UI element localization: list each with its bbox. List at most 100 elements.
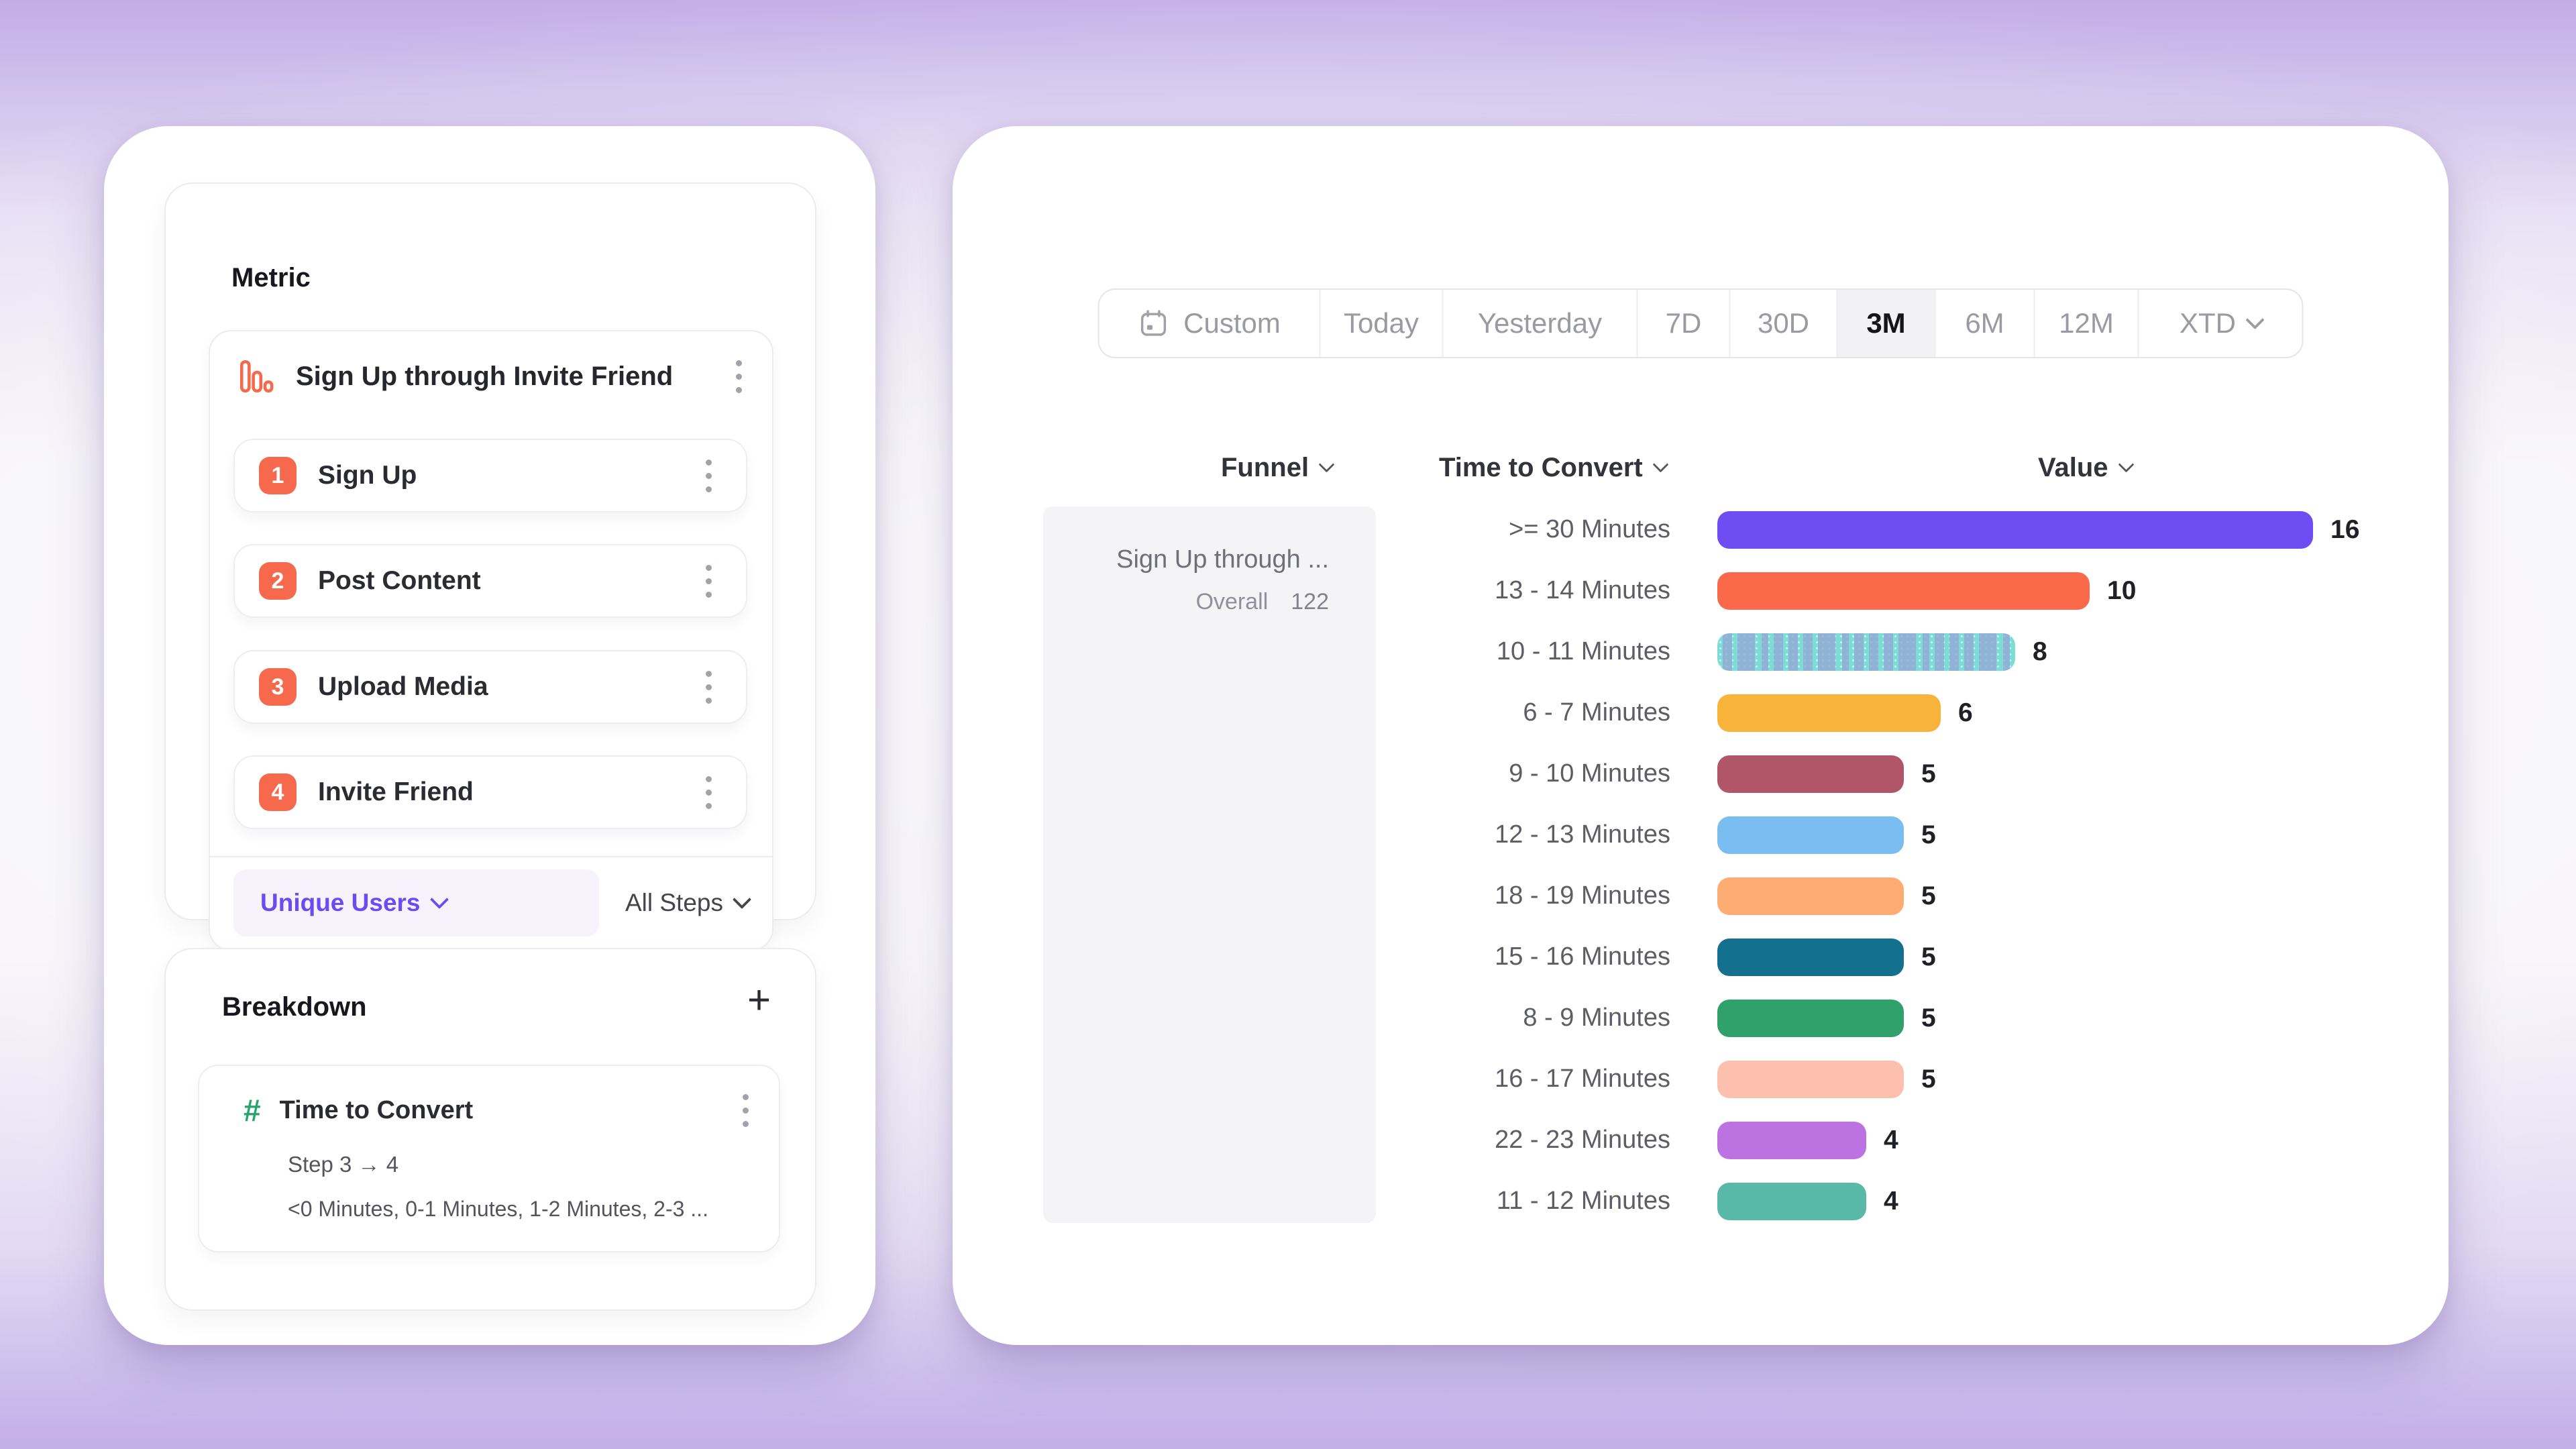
column-header-funnel[interactable]: Funnel (1221, 452, 1335, 483)
chart-row: 16 - 17 Minutes 5 (1442, 1049, 2435, 1110)
range-option-label: Today (1343, 307, 1419, 339)
chart-row: 9 - 10 Minutes 5 (1442, 743, 2435, 804)
bucket-label: >= 30 Minutes (1509, 515, 1670, 543)
range-option-yesterday[interactable]: Yesterday (1444, 290, 1638, 357)
bar-value: 4 (1884, 1186, 1898, 1216)
range-option-label: 12M (2059, 307, 2114, 339)
bucket-label: 10 - 11 Minutes (1496, 637, 1670, 665)
chart-row: 15 - 16 Minutes 5 (1442, 926, 2435, 987)
divider (210, 856, 772, 857)
funnel-title-row[interactable]: Sign Up through Invite Friend (237, 350, 752, 402)
range-option-label: 3M (1866, 307, 1906, 339)
steps-scope-dropdown[interactable]: All Steps (625, 889, 752, 917)
step-label: Invite Friend (318, 777, 474, 806)
steps-scope-label: All Steps (625, 889, 723, 916)
funnel-step-2[interactable]: 2 Post Content (233, 544, 747, 618)
chevron-down-icon (1652, 455, 1669, 473)
calendar-icon (1140, 310, 1166, 336)
column-header-label: Time to Convert (1439, 452, 1643, 482)
counting-method-label: Unique Users (260, 889, 421, 916)
bar[interactable] (1717, 938, 1904, 976)
range-option-label: 7D (1665, 307, 1702, 339)
bar[interactable] (1717, 694, 1941, 732)
chart-row: 11 - 12 Minutes 4 (1442, 1171, 2435, 1232)
range-option-today[interactable]: Today (1321, 290, 1444, 357)
range-option-label: 30D (1757, 307, 1810, 339)
overall-value: 122 (1291, 589, 1329, 614)
bar-value: 5 (1921, 759, 1936, 788)
chart-row: 8 - 9 Minutes 5 (1442, 987, 2435, 1049)
bucket-label: 9 - 10 Minutes (1509, 759, 1670, 788)
range-option-label: 6M (1965, 307, 2004, 339)
bar-value: 6 (1958, 698, 1973, 727)
step-number-badge: 1 (259, 457, 297, 494)
range-option-6m[interactable]: 6M (1936, 290, 2035, 357)
bar[interactable] (1717, 999, 1904, 1037)
bar[interactable] (1717, 633, 2015, 671)
bucket-label: 12 - 13 Minutes (1495, 820, 1670, 849)
bucket-label: 6 - 7 Minutes (1523, 698, 1670, 727)
bar-value: 5 (1921, 1064, 1936, 1093)
bar[interactable] (1717, 511, 2313, 549)
bar[interactable] (1717, 1060, 1904, 1098)
report-panel: Custom Today Yesterday 7D 30D 3M 6M 12M XTD Funn… (953, 126, 2449, 1345)
breakdown-buckets-preview: <0 Minutes, 0-1 Minutes, 1-2 Minutes, 2-… (288, 1197, 708, 1221)
chart-row: >= 30 Minutes 16 (1442, 499, 2435, 560)
counting-method-dropdown[interactable]: Unique Users (233, 869, 599, 936)
bucket-label: 13 - 14 Minutes (1495, 576, 1670, 604)
kebab-menu-icon[interactable] (732, 1093, 759, 1127)
bar-value: 16 (2330, 515, 2360, 544)
chart-row: 22 - 23 Minutes 4 (1442, 1110, 2435, 1171)
bar-value: 5 (1921, 942, 1936, 971)
range-option-3m[interactable]: 3M (1837, 290, 1936, 357)
range-option-label: Yesterday (1477, 307, 1603, 339)
breakdown-item-card[interactable]: # Time to Convert Step 3 → 4 <0 Minutes,… (198, 1065, 780, 1252)
chevron-down-icon (2245, 310, 2265, 330)
chart-row: 18 - 19 Minutes 5 (1442, 865, 2435, 926)
kebab-menu-icon[interactable] (695, 564, 722, 598)
funnel-cell-title: Sign Up through ... (1116, 545, 1329, 574)
bucket-label: 15 - 16 Minutes (1495, 943, 1670, 971)
chevron-down-icon (429, 890, 449, 910)
chevron-down-icon (732, 890, 752, 910)
step-number-badge: 3 (259, 668, 297, 706)
breakdown-section-title: Breakdown (222, 992, 367, 1022)
range-option-xtd[interactable]: XTD (2139, 290, 2302, 357)
bar-value: 5 (1921, 881, 1936, 910)
column-header-label: Funnel (1221, 452, 1309, 482)
bar[interactable] (1717, 1121, 1866, 1159)
chevron-down-icon (2117, 455, 2135, 473)
chart-row: 6 - 7 Minutes 6 (1442, 682, 2435, 743)
funnel-cell-overall-row: Overall 122 (1063, 589, 1329, 615)
bar[interactable] (1717, 1182, 1866, 1220)
bar[interactable] (1717, 877, 1904, 915)
bar[interactable] (1717, 755, 1904, 793)
step-number-badge: 2 (259, 562, 297, 600)
funnel-step-3[interactable]: 3 Upload Media (233, 650, 747, 724)
kebab-menu-icon[interactable] (695, 670, 722, 704)
funnel-step-4[interactable]: 4 Invite Friend (233, 755, 747, 829)
range-option-12m[interactable]: 12M (2035, 290, 2139, 357)
kebab-menu-icon[interactable] (695, 775, 722, 809)
column-header-time-to-convert[interactable]: Time to Convert (1439, 452, 1669, 483)
step-label: Post Content (318, 566, 481, 595)
kebab-menu-icon[interactable] (725, 360, 752, 393)
funnel-step-1[interactable]: 1 Sign Up (233, 439, 747, 513)
add-breakdown-button[interactable]: + (747, 977, 771, 1022)
range-option-label: XTD (2180, 307, 2236, 339)
chevron-down-icon (1318, 455, 1335, 473)
breakdown-section: Breakdown + # Time to Convert Step 3 → 4… (164, 948, 816, 1311)
step-number-badge: 4 (259, 773, 297, 811)
bar[interactable] (1717, 572, 2090, 610)
range-option-custom[interactable]: Custom (1099, 290, 1321, 357)
kebab-menu-icon[interactable] (695, 459, 722, 492)
breakdown-item-header: # Time to Convert (244, 1090, 759, 1130)
overall-label: Overall (1195, 589, 1269, 614)
range-option-30d[interactable]: 30D (1731, 290, 1838, 357)
column-header-value[interactable]: Value (2038, 452, 2135, 483)
bucket-label: 8 - 9 Minutes (1523, 1004, 1670, 1032)
bar[interactable] (1717, 816, 1904, 854)
chart-row: 10 - 11 Minutes 8 (1442, 621, 2435, 682)
range-option-7d[interactable]: 7D (1638, 290, 1731, 357)
